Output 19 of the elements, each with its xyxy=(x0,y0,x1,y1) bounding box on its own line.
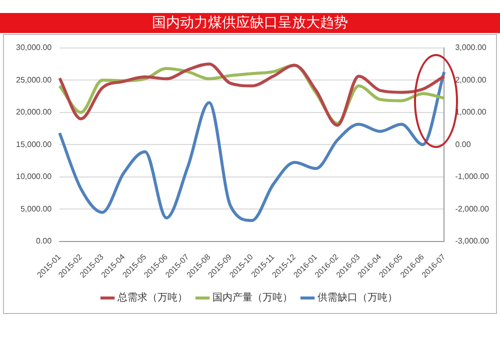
y2-tick-label: 3,000.00 xyxy=(455,43,487,52)
y-tick-label: 15,000.00 xyxy=(16,140,52,149)
y2-tick-label: 2,000.00 xyxy=(455,75,487,84)
y-tick-label: 25,000.00 xyxy=(16,75,52,84)
legend-label: 供需缺口（万吨） xyxy=(318,292,398,304)
y2-tick-label: 1,000.00 xyxy=(455,108,487,117)
y2-tick-label: -3,000.00 xyxy=(455,236,490,246)
y-tick-label: 10,000.00 xyxy=(16,172,52,182)
chart-title: 国内动力煤供应缺口呈放大趋势 xyxy=(0,13,500,33)
legend-label: 国内产量（万吨） xyxy=(212,292,292,304)
y2-tick-label: -1,000.00 xyxy=(455,172,490,182)
y-tick-label: 20,000.00 xyxy=(16,108,52,117)
y-tick-label: 5,000.00 xyxy=(20,204,52,214)
y-tick-label: 0.00 xyxy=(36,236,52,246)
y-tick-label: 30,000.00 xyxy=(16,43,52,52)
line-series xyxy=(58,70,446,222)
y2-tick-label: 0.00 xyxy=(455,140,472,149)
y2-tick-label: -2,000.00 xyxy=(455,204,490,214)
legend-label: 总需求（万吨） xyxy=(116,292,188,304)
